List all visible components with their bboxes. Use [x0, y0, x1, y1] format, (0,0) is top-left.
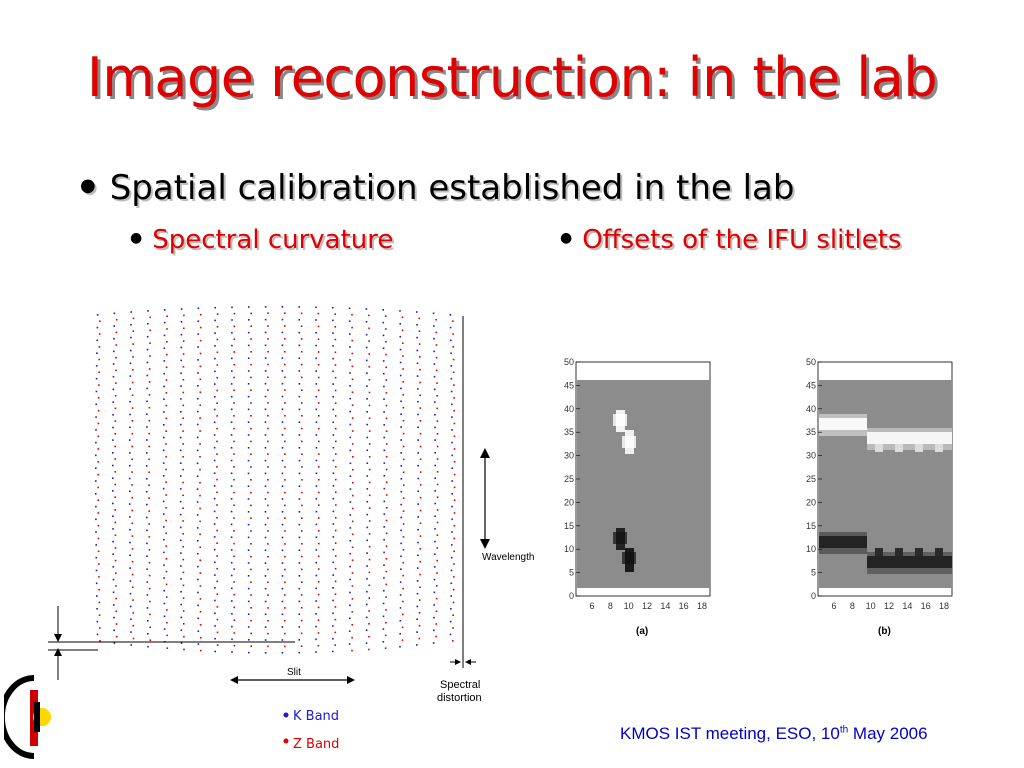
x-tick-label: 18	[697, 601, 707, 611]
x-tick-label: 12	[884, 601, 894, 611]
wavelength-arrow-icon	[480, 448, 490, 549]
y-tick-label: 35	[806, 427, 816, 437]
y-tick-label: 35	[564, 427, 574, 437]
y-tick-label: 15	[564, 521, 574, 531]
z-band-label: Z Band	[293, 737, 339, 752]
band-legend: K Band Z Band	[283, 709, 339, 752]
bullet-dot-icon: ●	[560, 229, 573, 246]
y-tick-label: 45	[564, 380, 574, 390]
y-tick-label: 30	[806, 451, 816, 461]
figure-area: Wavelength Slit Spectral distortion K Ba…	[48, 306, 953, 752]
x-tick-label: 16	[921, 601, 931, 611]
vertical-offset-arrows-icon	[48, 606, 295, 680]
x-tick-label: 14	[660, 601, 670, 611]
k-band-legend-icon	[283, 712, 289, 718]
x-tick-label: 6	[589, 601, 594, 611]
bullet-dot-icon: ●	[130, 229, 143, 246]
x-tick-label: 12	[642, 601, 652, 611]
x-tick-label: 8	[608, 601, 613, 611]
k-band-label: K Band	[293, 709, 339, 724]
footer-text-end: May 2006	[848, 724, 928, 743]
x-tick-label: 14	[902, 601, 912, 611]
sub-bullet-text: Spectral curvature	[152, 225, 394, 255]
y-tick-label: 50	[806, 357, 816, 367]
main-bullet: ● Spatial calibration established in the …	[80, 168, 794, 208]
y-tick-label: 15	[806, 521, 816, 531]
slide-title: Image reconstruction: in the lab	[86, 46, 938, 109]
y-tick-label: 45	[806, 380, 816, 390]
spectral-distortion-label: Spectral	[440, 679, 480, 691]
y-tick-label: 25	[564, 474, 574, 484]
x-tick-label: 8	[850, 601, 855, 611]
y-tick-label: 0	[569, 591, 574, 601]
panel-a-image	[577, 380, 710, 588]
footer-text: KMOS IST meeting, ESO, 10	[620, 724, 840, 743]
x-tick-label: 18	[939, 601, 949, 611]
spectral-distortion-label: distortion	[437, 692, 482, 704]
y-tick-label: 30	[564, 451, 574, 461]
panel-a-caption: (a)	[636, 626, 648, 637]
wavelength-label: Wavelength	[482, 552, 534, 563]
sub-bullet-text: Offsets of the IFU slitlets	[582, 225, 902, 255]
y-tick-label: 40	[564, 404, 574, 414]
y-tick-label: 50	[564, 357, 574, 367]
x-tick-label: 16	[679, 601, 689, 611]
panel-b-caption: (b)	[878, 626, 891, 637]
institute-logo-icon	[4, 675, 51, 759]
y-tick-label: 5	[811, 568, 816, 578]
main-bullet-text: Spatial calibration established in the l…	[109, 168, 795, 208]
x-tick-label: 10	[624, 601, 634, 611]
spectral-distortion-arrows-icon	[450, 656, 476, 668]
y-tick-label: 5	[569, 568, 574, 578]
sub-bullet-spectral-curvature: ● Spectral curvature	[130, 225, 393, 255]
y-tick-label: 25	[806, 474, 816, 484]
sub-bullet-slitlet-offsets: ● Offsets of the IFU slitlets	[560, 225, 901, 255]
y-tick-label: 10	[564, 544, 574, 554]
footer-superscript: th	[839, 724, 849, 736]
slit-arrow-icon	[230, 676, 355, 684]
spectral-curvature-dot-field	[95, 306, 456, 654]
x-tick-label: 6	[831, 601, 836, 611]
y-tick-label: 20	[806, 497, 816, 507]
y-tick-label: 10	[806, 544, 816, 554]
bullet-dot-icon: ●	[80, 175, 96, 196]
y-tick-label: 0	[811, 591, 816, 601]
slit-label: Slit	[287, 667, 301, 678]
footer-meeting-info: KMOS IST meeting, ESO, 10th May 2006	[620, 724, 928, 744]
x-tick-label: 10	[866, 601, 876, 611]
y-tick-label: 20	[564, 497, 574, 507]
y-tick-label: 40	[806, 404, 816, 414]
z-band-legend-icon	[283, 738, 289, 744]
